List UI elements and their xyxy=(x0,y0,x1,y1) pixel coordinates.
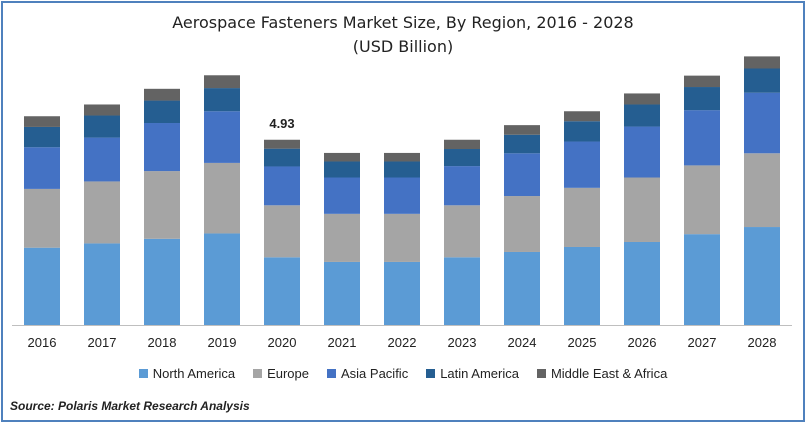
bar-segment xyxy=(744,68,780,93)
x-tick-label: 2020 xyxy=(268,335,297,350)
bar-segment xyxy=(24,147,60,189)
bar-segment xyxy=(204,233,240,325)
legend-item: Middle East & Africa xyxy=(536,366,668,381)
bar-segment xyxy=(324,161,360,178)
legend-item: Europe xyxy=(253,366,309,381)
legend-label: Middle East & Africa xyxy=(550,366,668,381)
chart-subtitle: (USD Billion) xyxy=(352,37,454,56)
bar-segment xyxy=(24,247,60,325)
bar-segment xyxy=(324,261,360,325)
legend-swatch xyxy=(327,369,336,378)
bar-segment xyxy=(564,246,600,325)
x-tick-label: 2018 xyxy=(148,335,177,350)
legend: North America Europe Asia Pacific Latin Ame… xyxy=(0,366,806,381)
bar-segment xyxy=(204,88,240,112)
bar-segment xyxy=(264,148,300,167)
bar-segment xyxy=(684,110,720,166)
bar-segment xyxy=(24,126,60,148)
legend-swatch xyxy=(536,369,546,378)
bar-segment xyxy=(84,115,120,138)
bar-segment xyxy=(144,88,180,101)
bar-segment xyxy=(144,238,180,325)
bar-segment xyxy=(384,152,420,162)
bar-segment xyxy=(84,104,120,116)
x-tick-label: 2019 xyxy=(208,335,237,350)
bar-segment xyxy=(744,153,780,228)
bar-segment xyxy=(444,139,480,150)
x-tick-label: 2017 xyxy=(88,335,117,350)
bar-segment xyxy=(264,139,300,149)
bar-segment xyxy=(24,188,60,248)
bar-segment xyxy=(384,177,420,214)
bar-segment xyxy=(684,165,720,235)
bar-segment xyxy=(564,141,600,188)
bar-segment xyxy=(624,126,660,178)
x-tick-label: 2016 xyxy=(28,335,57,350)
bar-segment xyxy=(504,134,540,154)
data-label: 4.93 xyxy=(269,116,294,131)
bar-segment xyxy=(444,166,480,206)
legend-label: Latin America xyxy=(440,366,519,381)
bar-segment xyxy=(564,111,600,122)
bar-segment xyxy=(504,196,540,252)
bar-segment xyxy=(384,161,420,178)
bar-segment xyxy=(324,177,360,214)
bar-segment xyxy=(564,121,600,142)
bar-segment xyxy=(84,137,120,182)
legend-swatch xyxy=(253,369,263,378)
legend-label: North America xyxy=(152,366,236,381)
bar-segment xyxy=(144,171,180,239)
bar-segment xyxy=(624,241,660,325)
x-tick-label: 2023 xyxy=(448,335,477,350)
legend-item: Latin America xyxy=(426,366,519,381)
bar-segment xyxy=(264,257,300,325)
legend-swatch xyxy=(138,369,148,378)
bar-segment xyxy=(504,153,540,197)
x-tick-label: 2024 xyxy=(508,335,537,350)
bar-segment xyxy=(324,213,360,262)
bar-segment xyxy=(684,75,720,88)
chart-title: Aerospace Fasteners Market Size, By Regi… xyxy=(172,13,634,32)
legend-label: Europe xyxy=(267,366,309,381)
x-tick-label: 2027 xyxy=(688,335,717,350)
bar-segment xyxy=(624,177,660,242)
bar-segment xyxy=(744,227,780,325)
bar-segment xyxy=(624,104,660,127)
x-tick-label: 2026 xyxy=(628,335,657,350)
bar-segment xyxy=(504,251,540,325)
legend-label: Asia Pacific xyxy=(341,366,409,381)
source-note: Source: Polaris Market Research Analysis xyxy=(10,399,250,413)
bar-segment xyxy=(384,213,420,262)
bar-segment xyxy=(624,93,660,105)
legend-swatch xyxy=(426,369,436,378)
bar-segment xyxy=(204,111,240,163)
bar-segment xyxy=(444,149,480,167)
bar-segment xyxy=(444,205,480,258)
bar-segment xyxy=(144,100,180,123)
x-tick-label: 2021 xyxy=(328,335,357,350)
bar-segment xyxy=(324,152,360,162)
x-tick-label: 2028 xyxy=(748,335,777,350)
bar-segment xyxy=(144,123,180,172)
legend-item: Asia Pacific xyxy=(327,366,408,381)
bar-segment xyxy=(684,234,720,325)
x-tick-label: 2025 xyxy=(568,335,597,350)
legend-item: North America xyxy=(138,366,236,381)
bar-segment xyxy=(84,243,120,325)
x-tick-label: 2022 xyxy=(388,335,417,350)
bar-segment xyxy=(204,162,240,234)
bar-segment xyxy=(264,205,300,258)
stacked-bar-chart: 2016 2017 2018 2019 2020 4.93 2021 2022 2023 2024… xyxy=(12,56,792,350)
bar-segment xyxy=(564,187,600,247)
bar-segment xyxy=(384,261,420,325)
bar-segment xyxy=(264,166,300,206)
bar-segment xyxy=(204,75,240,89)
bar-segment xyxy=(744,92,780,154)
bar-segment xyxy=(24,116,60,127)
bar-segment xyxy=(444,257,480,325)
bar-segment xyxy=(84,181,120,244)
bar-segment xyxy=(744,56,780,69)
bar-segment xyxy=(684,87,720,111)
bar-segment xyxy=(504,125,540,135)
